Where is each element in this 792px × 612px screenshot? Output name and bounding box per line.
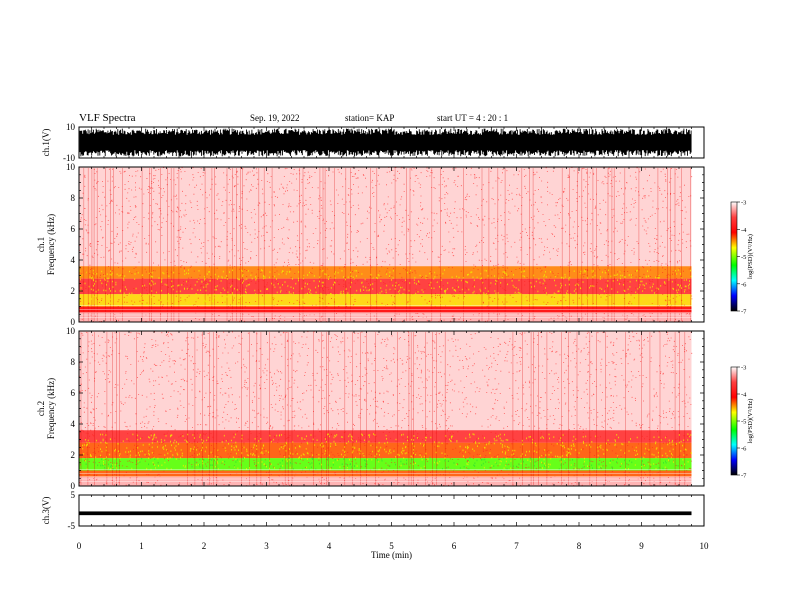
spectro-yellow-activity (82, 433, 692, 471)
spectro-green-activity (85, 456, 679, 471)
x-ticks-panel-1 (78, 127, 705, 158)
y-tick-label: 8 (71, 357, 76, 367)
y-tick-label: 2 (71, 286, 76, 296)
x-tick-label: 2 (202, 541, 207, 551)
x-ticks-panel-2 (78, 167, 705, 322)
x-tick-label: 9 (639, 541, 644, 551)
y-tick-label: 5 (71, 490, 76, 500)
x-ticks-panel-3 (78, 331, 705, 486)
x-tick-label: 4 (327, 541, 332, 551)
y-tick-label: 8 (71, 193, 76, 203)
colorbar-label: log(PSD)(V²/Hz) (747, 234, 754, 279)
y-tick-label: 4 (71, 255, 76, 265)
spectro-band-5 (79, 331, 692, 431)
y-ticks-panel-4 (79, 494, 704, 527)
start-ut-label: start UT = 4 : 20 : 1 (437, 113, 509, 123)
colorbar-tick-label: -7 (741, 473, 747, 480)
y-tick-label: 2 (71, 450, 76, 460)
spectro-band-3 (79, 278, 692, 295)
x-tick-label: 10 (700, 541, 710, 551)
y-tick-label: -10 (63, 153, 75, 163)
colorbar-tick-label: -6 (741, 446, 747, 453)
x-ticks-panel-4 (78, 495, 705, 526)
spectro-tone-lines (79, 305, 692, 318)
ch3-waveform-trace (79, 511, 692, 516)
colorbar-tick-label: -4 (741, 227, 747, 234)
y-tick-label: 6 (71, 388, 76, 398)
y-tick-label: 6 (71, 224, 76, 234)
station-label: station= KAP (345, 113, 395, 123)
spectro-band-4 (79, 430, 692, 443)
y-axis-label: ch.2 (36, 401, 46, 416)
y-tick-label: 0 (71, 317, 76, 327)
y-axis-label: ch.1 (36, 237, 46, 252)
colorbar-tick-label: -5 (741, 254, 746, 261)
x-axis-title: Time (min) (371, 550, 412, 560)
spectro-band-2 (79, 458, 692, 471)
y-tick-label: 10 (66, 326, 76, 336)
panel-frame-4 (78, 494, 705, 527)
spectro-tone-lines (79, 469, 692, 482)
date-label: Sep. 19, 2022 (250, 113, 300, 123)
spectro-speckle (79, 330, 693, 487)
ch1-spectrogram-image (79, 166, 693, 323)
x-tick-label: 6 (452, 541, 457, 551)
y-ticks-panel-2 (79, 166, 704, 323)
x-tick-label: 3 (264, 541, 269, 551)
y-tick-label: 10 (66, 162, 76, 172)
x-tick-label: 1 (139, 541, 144, 551)
y-tick-label: -5 (68, 521, 76, 531)
colorbar-tick-label: -3 (741, 365, 746, 372)
spectro-band-5 (79, 167, 692, 267)
colorbar-tick-label: -3 (741, 200, 746, 207)
spectro-impulses (83, 168, 691, 321)
y-axis-label: ch.1(V) (41, 129, 51, 157)
x-tick-label: 0 (77, 541, 82, 551)
colorbar-2 (730, 366, 738, 476)
colorbar-tick-label: -5 (741, 419, 746, 426)
y-axis-label: Frequency (kHz) (46, 214, 56, 275)
y-tick-label: 4 (71, 419, 76, 429)
colorbar-tick-label: -6 (741, 281, 747, 288)
y-tick-label: 0 (71, 481, 76, 491)
y-ticks-panel-3 (79, 330, 704, 487)
x-tick-label: 7 (514, 541, 519, 551)
colorbar-1 (730, 201, 738, 312)
figure-title: VLF Spectra (79, 112, 136, 124)
x-tick-label: 5 (389, 541, 394, 551)
colorbar-label: log(PSD)(V²/Hz) (747, 399, 754, 444)
spectro-band-3 (79, 442, 692, 459)
data-layer (79, 128, 693, 516)
x-tick-label: 8 (577, 541, 582, 551)
colorbar-tick-label: -7 (741, 309, 747, 316)
y-axis-label: ch.3(V) (41, 497, 51, 525)
spectro-band-4 (79, 266, 692, 279)
ch2-spectrogram-image (79, 330, 693, 487)
y-axis-label: Frequency (kHz) (46, 378, 56, 439)
colorbar-tick-label: -4 (741, 392, 747, 399)
spectro-band-2 (79, 294, 692, 307)
ch1-waveform-trace (79, 128, 692, 157)
y-tick-label: 10 (66, 122, 76, 132)
y-ticks-panel-1 (79, 126, 704, 159)
spectro-yellow-activity (79, 269, 692, 307)
